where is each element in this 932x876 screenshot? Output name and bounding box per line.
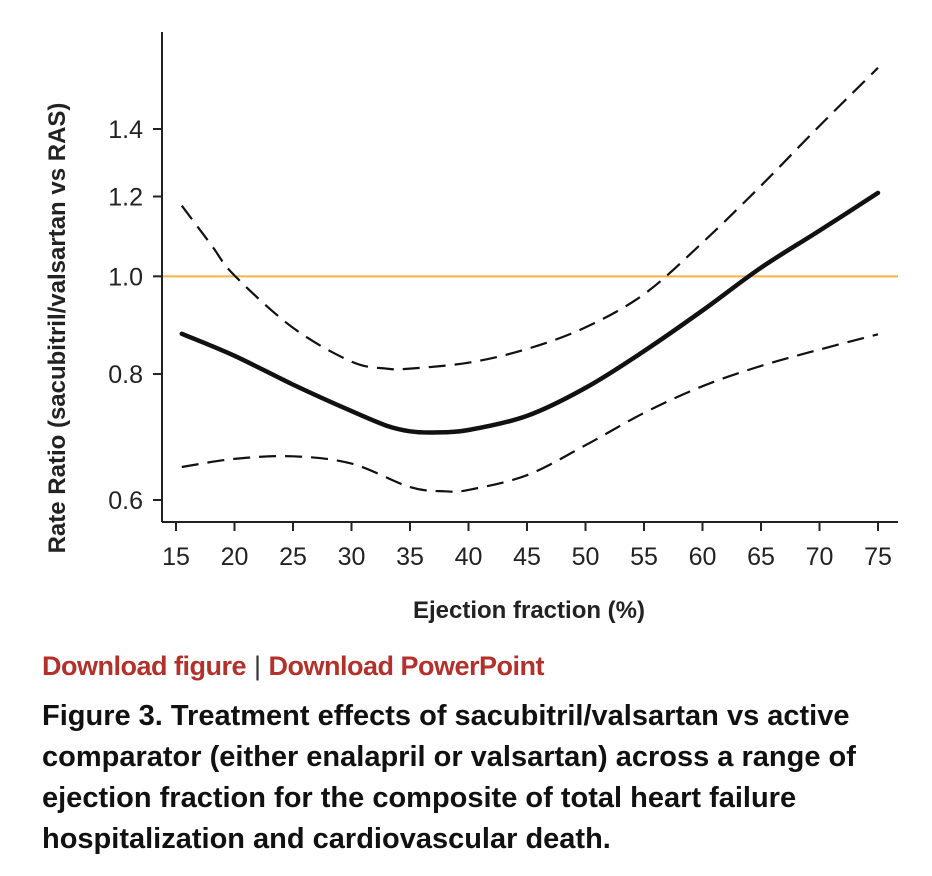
x-tick-label: 55 <box>630 543 658 571</box>
y-tick-label: 0.8 <box>108 361 143 389</box>
x-tick-label: 30 <box>338 543 366 571</box>
download-powerpoint-link[interactable]: Download PowerPoint <box>268 651 545 681</box>
y-axis-title: Rate Ratio (sacubitril/valsartan vs RAS) <box>44 103 71 554</box>
figure-caption: Figure 3. Treatment effects of sacubitri… <box>42 700 856 855</box>
x-tick-label: 50 <box>572 543 600 571</box>
x-tick-label: 70 <box>806 543 834 571</box>
y-tick-label: 1.4 <box>108 116 143 144</box>
y-tick-label: 0.6 <box>108 487 143 515</box>
x-tick-label: 75 <box>864 543 892 571</box>
x-tick-label: 65 <box>747 543 775 571</box>
x-tick-label: 60 <box>689 543 717 571</box>
y-tick-label: 1.2 <box>108 183 143 211</box>
x-tick-label: 35 <box>396 543 424 571</box>
x-axis-title: Ejection fraction (%) <box>413 597 645 624</box>
x-tick-label: 40 <box>455 543 483 571</box>
lower-ci-line <box>181 333 879 493</box>
download-figure-link[interactable]: Download figure <box>42 651 247 681</box>
link-separator: | <box>254 651 261 681</box>
x-tick-label: 25 <box>279 543 307 571</box>
x-tick-label: 20 <box>221 543 249 571</box>
estimate-line <box>179 190 881 435</box>
upper-ci-line <box>180 67 879 371</box>
x-tick-label: 45 <box>513 543 541 571</box>
y-tick-label: 1.0 <box>108 263 143 291</box>
x-tick-label: 15 <box>162 543 190 571</box>
download-links: Download figure | Download PowerPoint <box>42 651 545 682</box>
chart: 15 20 25 30 35 40 45 50 55 60 65 70 75 0.6 0.8 1.0 1.2 1.… <box>44 32 898 624</box>
